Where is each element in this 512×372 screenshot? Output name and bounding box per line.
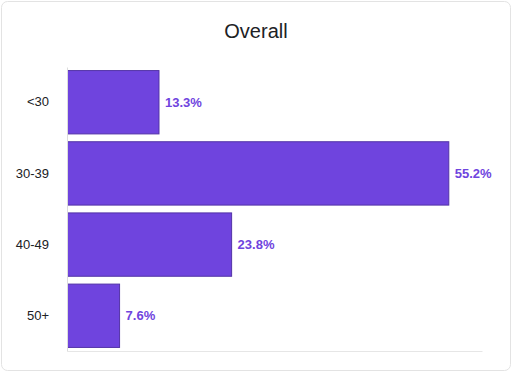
y-tick-label: 30-39 [16, 166, 49, 181]
x-axis-line [68, 351, 483, 352]
y-tick-label: <30 [27, 94, 49, 109]
y-axis: <30 30-39 40-49 50+ [16, 68, 68, 352]
bar [67, 142, 449, 205]
y-tick: 40-49 [16, 237, 49, 252]
bar [67, 71, 159, 134]
card [2, 2, 511, 371]
y-tick: 50+ [27, 308, 49, 323]
plot: <30 30-39 40-49 50+ 13.3% 55.2% 23.8% 7.6% [16, 68, 492, 352]
chart-container: Overall <30 30-39 40-49 50+ 13.3% 55.2% 23.8% 7.… [0, 0, 512, 372]
data-labels: 13.3% 55.2% 23.8% 7.6% [126, 95, 493, 324]
data-label: 55.2% [455, 166, 492, 181]
bar [67, 284, 120, 347]
y-tick: <30 [27, 94, 49, 109]
title: Overall [224, 20, 287, 42]
chart-svg: Overall <30 30-39 40-49 50+ 13.3% 55.2% 23.8% 7.… [0, 0, 512, 372]
y-tick-label: 50+ [27, 308, 49, 323]
bars [67, 71, 449, 348]
bar [67, 213, 232, 276]
data-label: 7.6% [126, 308, 156, 323]
data-label: 23.8% [238, 237, 275, 252]
y-axis-line [67, 68, 68, 352]
data-label: 13.3% [165, 95, 202, 110]
y-tick-label: 40-49 [16, 237, 49, 252]
x-axis [68, 351, 483, 352]
y-tick: 30-39 [16, 166, 49, 181]
